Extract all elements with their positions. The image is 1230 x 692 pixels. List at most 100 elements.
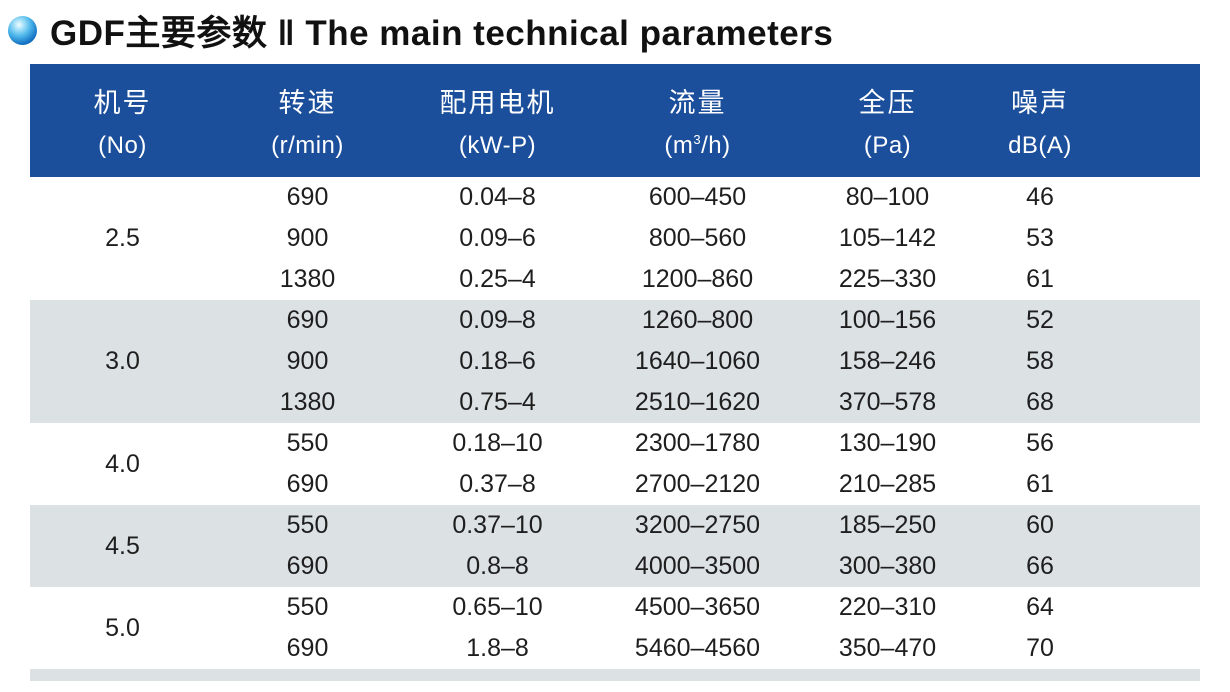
cell-motor: 0.18–10 xyxy=(400,423,595,464)
cell-pressure: 225–330 xyxy=(800,259,975,300)
cell-noise: 53 xyxy=(975,218,1200,259)
cell-noise: 70 xyxy=(975,628,1200,669)
col-header-motor: 配用电机 (kW-P) xyxy=(400,64,595,177)
cell-noise: 58 xyxy=(975,341,1200,382)
cell-noise: 46 xyxy=(975,177,1200,218)
page-title: GDF主要参数 ‖ The main technical parameters xyxy=(8,5,833,56)
table-row: 690 1.8–8 5460–4560 350–470 70 xyxy=(30,628,1200,669)
cell-speed: 690 xyxy=(215,628,400,669)
cell-flow: 1200–860 xyxy=(595,259,800,300)
cell-pressure: 350–470 xyxy=(800,628,975,669)
cell-speed: 1380 xyxy=(215,382,400,423)
cell-speed: 550 xyxy=(215,587,400,628)
cell-motor: 0.09–6 xyxy=(400,218,595,259)
title-en: The main technical parameters xyxy=(305,14,834,53)
col-header-unit: (No) xyxy=(98,132,147,159)
bullet-sphere-icon xyxy=(8,16,37,45)
cell-noise: 66 xyxy=(975,546,1200,587)
cell-speed: 690 xyxy=(215,177,400,218)
table-header: 机号 (No) 转速 (r/min) 配用电机 (kW-P) 流量 (m3/h)… xyxy=(30,64,1200,177)
table-row: 1380 0.75–4 2510–1620 370–578 68 xyxy=(30,382,1200,423)
cell-pressure: 210–285 xyxy=(800,464,975,505)
table-row: 3.0 690 0.09–8 1260–800 100–156 52 xyxy=(30,300,1200,423)
col-header-unit: (Pa) xyxy=(863,132,912,159)
col-header-label: 噪声 xyxy=(1011,88,1069,118)
title-zh: GDF主要参数 xyxy=(50,14,268,53)
page-title-text: GDF主要参数 ‖ The main technical parameters xyxy=(50,5,833,56)
cell-pressure: 220–310 xyxy=(800,587,975,628)
title-separator: ‖ xyxy=(277,14,296,53)
cell-model-no: 4.0 xyxy=(30,423,215,505)
table-row: 900 0.09–6 800–560 105–142 53 xyxy=(30,218,1200,259)
cell-pressure: 100–156 xyxy=(800,300,975,341)
col-header-pressure: 全压 (Pa) xyxy=(800,64,975,177)
cell-noise: 61 xyxy=(975,464,1200,505)
cell-motor: 1.8–8 xyxy=(400,628,595,669)
table-row: 2.5 690 0.04–8 600–450 80–100 46 xyxy=(30,177,1200,300)
cell-speed: 1380 xyxy=(215,259,400,300)
cell-flow: 4500–3650 xyxy=(595,587,800,628)
cell-speed: 900 xyxy=(215,218,400,259)
header-row: 机号 (No) 转速 (r/min) 配用电机 (kW-P) 流量 (m3/h)… xyxy=(30,64,1200,177)
cell-motor: 0.37–8 xyxy=(400,464,595,505)
cell-flow: 3200–2750 xyxy=(595,505,800,546)
cell-flow: 1260–800 xyxy=(595,300,800,341)
col-header-speed: 转速 (r/min) xyxy=(215,64,400,177)
table-row: 690 0.37–8 2700–2120 210–285 61 xyxy=(30,464,1200,505)
cell-pressure: 130–190 xyxy=(800,423,975,464)
cell-model-no: 4.5 xyxy=(30,505,215,587)
col-header-unit: (r/min) xyxy=(271,132,344,159)
table-row: 4.0 550 0.18–10 2300–1780 130–190 56 xyxy=(30,423,1200,505)
cell-flow: 800–560 xyxy=(595,218,800,259)
cell-flow: 1640–1060 xyxy=(595,341,800,382)
table-row: 1380 0.25–4 1200–860 225–330 61 xyxy=(30,259,1200,300)
cell-pressure: 185–250 xyxy=(800,505,975,546)
cell-model-no: 2.5 xyxy=(30,177,215,300)
cell-noise: 52 xyxy=(975,300,1200,341)
cell-pressure: 158–246 xyxy=(800,341,975,382)
cell-noise: 61 xyxy=(975,259,1200,300)
col-header-label: 机号 xyxy=(93,88,152,118)
cell-flow: 2510–1620 xyxy=(595,382,800,423)
cell-speed: 550 xyxy=(215,423,400,464)
table-row: 900 0.18–6 1640–1060 158–246 58 xyxy=(30,341,1200,382)
table-row: 4.5 550 0.37–10 3200–2750 185–250 60 xyxy=(30,505,1200,587)
cell-pressure: 105–142 xyxy=(800,218,975,259)
cell-flow: 600–450 xyxy=(595,177,800,218)
table-bottom-band-partial xyxy=(30,669,1200,681)
col-header-label: 转速 xyxy=(278,88,337,118)
cell-speed: 690 xyxy=(215,464,400,505)
cell-motor: 0.37–10 xyxy=(400,505,595,546)
cell-speed: 690 xyxy=(215,546,400,587)
col-header-label: 全压 xyxy=(858,88,917,118)
col-header-noise: 噪声 dB(A) xyxy=(975,64,1200,177)
cell-speed: 690 xyxy=(215,300,400,341)
cell-noise: 68 xyxy=(975,382,1200,423)
cell-pressure: 370–578 xyxy=(800,382,975,423)
cell-flow: 2300–1780 xyxy=(595,423,800,464)
col-header-label: 流量 xyxy=(668,88,727,118)
cell-model-no: 3.0 xyxy=(30,300,215,423)
col-header-flow: 流量 (m3/h) xyxy=(595,64,800,177)
col-header-unit: dB(A) xyxy=(1008,132,1072,159)
table-row: 690 0.8–8 4000–3500 300–380 66 xyxy=(30,546,1200,587)
cell-noise: 56 xyxy=(975,423,1200,464)
col-header-label: 配用电机 xyxy=(439,88,556,118)
cell-pressure: 300–380 xyxy=(800,546,975,587)
col-header-model-no: 机号 (No) xyxy=(30,64,215,177)
cell-speed: 900 xyxy=(215,341,400,382)
cell-noise: 64 xyxy=(975,587,1200,628)
cell-motor: 0.8–8 xyxy=(400,546,595,587)
cell-model-no: 5.0 xyxy=(30,587,215,669)
col-header-unit: (kW-P) xyxy=(458,132,537,159)
cell-noise: 60 xyxy=(975,505,1200,546)
cell-motor: 0.09–8 xyxy=(400,300,595,341)
table-row: 5.0 550 0.65–10 4500–3650 220–310 64 xyxy=(30,587,1200,669)
cell-flow: 4000–3500 xyxy=(595,546,800,587)
cell-motor: 0.04–8 xyxy=(400,177,595,218)
parameters-table: 机号 (No) 转速 (r/min) 配用电机 (kW-P) 流量 (m3/h)… xyxy=(30,64,1200,669)
cell-motor: 0.25–4 xyxy=(400,259,595,300)
cell-motor: 0.75–4 xyxy=(400,382,595,423)
cell-motor: 0.18–6 xyxy=(400,341,595,382)
cell-flow: 2700–2120 xyxy=(595,464,800,505)
